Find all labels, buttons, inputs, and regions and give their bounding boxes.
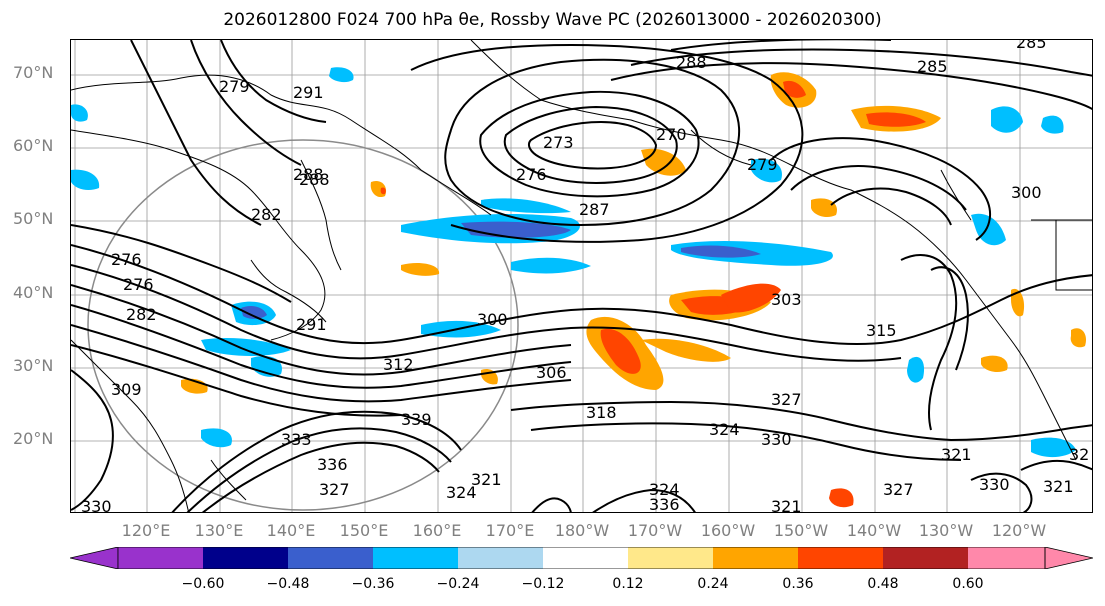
lon-label-130e: 130°E — [194, 521, 244, 540]
contour-label: 324 — [709, 420, 740, 439]
lon-label-130w: 130°W — [918, 521, 974, 540]
lat-label-40n: 40°N — [13, 283, 54, 302]
colorbar — [70, 547, 1093, 569]
contour-label: 339 — [401, 410, 432, 429]
colorbar-extend-high — [1044, 547, 1093, 569]
contour-label: 336 — [649, 495, 680, 513]
lon-label-150w: 150°W — [773, 521, 829, 540]
colorbar-tick: −0.36 — [351, 576, 395, 592]
map-panel: 285 288 291 279 276 276 273 270 288 287 … — [70, 39, 1093, 513]
lon-label-120e: 120°E — [121, 521, 171, 540]
lat-label-60n: 60°N — [13, 136, 54, 155]
contour-label: 273 — [543, 133, 574, 152]
contour-label: 276 — [111, 250, 142, 269]
map-title: 2026012800 F024 700 hPa θe, Rossby Wave … — [223, 10, 882, 30]
colorbar-tick: −0.24 — [436, 576, 480, 592]
colorbar-bin — [713, 547, 798, 569]
contour-label-group: 285 288 291 279 276 276 273 270 288 287 … — [81, 40, 1089, 513]
map-svg: 285 288 291 279 276 276 273 270 288 287 … — [71, 40, 1092, 513]
contour-label: 333 — [281, 430, 312, 449]
lon-label-160w: 160°W — [700, 521, 756, 540]
contour-label: 306 — [536, 363, 567, 382]
lon-label-140e: 140°E — [266, 521, 316, 540]
contour-label: 291 — [293, 83, 324, 102]
contour-label: 318 — [586, 403, 617, 422]
contour-label: 327 — [771, 390, 802, 409]
contour-label: 285 — [917, 57, 948, 76]
contour-label: 324 — [446, 483, 477, 502]
range-circle — [87, 139, 519, 511]
contour-label: 288 — [293, 165, 324, 184]
contour-label: 279 — [219, 77, 250, 96]
contour-label: 303 — [771, 290, 802, 309]
colorbar-bin — [798, 547, 883, 569]
positive-anomaly-shading — [181, 72, 1087, 508]
contour-label: 276 — [516, 165, 547, 184]
contour-label: 315 — [866, 321, 897, 340]
contour-label: 324 — [649, 480, 680, 499]
colorbar-outline — [117, 547, 1046, 569]
coastlines — [71, 40, 1092, 512]
contour-label: 288 — [676, 53, 707, 72]
contour-label: 330 — [761, 430, 792, 449]
colorbar-tick: 0.24 — [697, 576, 729, 592]
contour-label: 279 — [747, 155, 778, 174]
negative-anomaly-shading — [71, 67, 1076, 458]
contour-label: 282 — [126, 305, 157, 324]
contour-label: 330 — [81, 497, 112, 513]
colorbar-tick: 0.48 — [867, 576, 899, 592]
contour-label: 282 — [251, 205, 282, 224]
colorbar-bin — [628, 547, 713, 569]
contour-label: 285 — [1016, 40, 1047, 52]
colorbar-bin — [883, 547, 968, 569]
contour-label: 321 — [1043, 477, 1074, 496]
contour-label: 270 — [656, 125, 687, 144]
lat-label-20n: 20°N — [13, 429, 54, 448]
colorbar-tick: −0.48 — [266, 576, 310, 592]
colorbar-tick: −0.12 — [521, 576, 565, 592]
lon-label-160e: 160°E — [412, 521, 462, 540]
contour-label: 300 — [1011, 183, 1042, 202]
colorbar-tick: 0.12 — [612, 576, 644, 592]
contour-label: 309 — [111, 380, 142, 399]
colorbar-bin — [288, 547, 373, 569]
colorbar-bin — [458, 547, 543, 569]
colorbar-bin — [118, 547, 203, 569]
contour-label: 291 — [296, 315, 327, 334]
colorbar-bin — [203, 547, 288, 569]
colorbar-extend-low — [70, 547, 119, 569]
contour-label: 32 — [1069, 445, 1089, 464]
lon-label-120w: 120°W — [991, 521, 1047, 540]
lon-label-180w: 180°W — [554, 521, 610, 540]
colorbar-bin — [373, 547, 458, 569]
contour-label: 321 — [471, 470, 502, 489]
contour-label: 327 — [319, 480, 350, 499]
lat-label-50n: 50°N — [13, 209, 54, 228]
colorbar-tick: 0.36 — [782, 576, 814, 592]
colorbar-tick: −0.60 — [181, 576, 225, 592]
contour-label: 287 — [579, 200, 610, 219]
lon-label-170w: 170°W — [627, 521, 683, 540]
lat-label-70n: 70°N — [13, 63, 54, 82]
contour-label: 321 — [941, 445, 972, 464]
lat-label-30n: 30°N — [13, 356, 54, 375]
colorbar-bin — [543, 547, 628, 569]
lon-label-150e: 150°E — [339, 521, 389, 540]
contour-label: 300 — [477, 310, 508, 329]
contour-label: 330 — [979, 475, 1010, 494]
lon-label-140w: 140°W — [846, 521, 902, 540]
contour-label: 327 — [883, 480, 914, 499]
contour-label: 288 — [299, 170, 330, 189]
colorbar-bin — [968, 547, 1045, 569]
contour-label: 276 — [123, 275, 154, 294]
colorbar-tick: 0.60 — [952, 576, 984, 592]
contour-label: 321 — [771, 497, 802, 513]
theta-e-contours — [71, 40, 1092, 512]
contour-label: 312 — [383, 355, 414, 374]
contour-label: 336 — [317, 455, 348, 474]
lon-label-170e: 170°E — [485, 521, 535, 540]
